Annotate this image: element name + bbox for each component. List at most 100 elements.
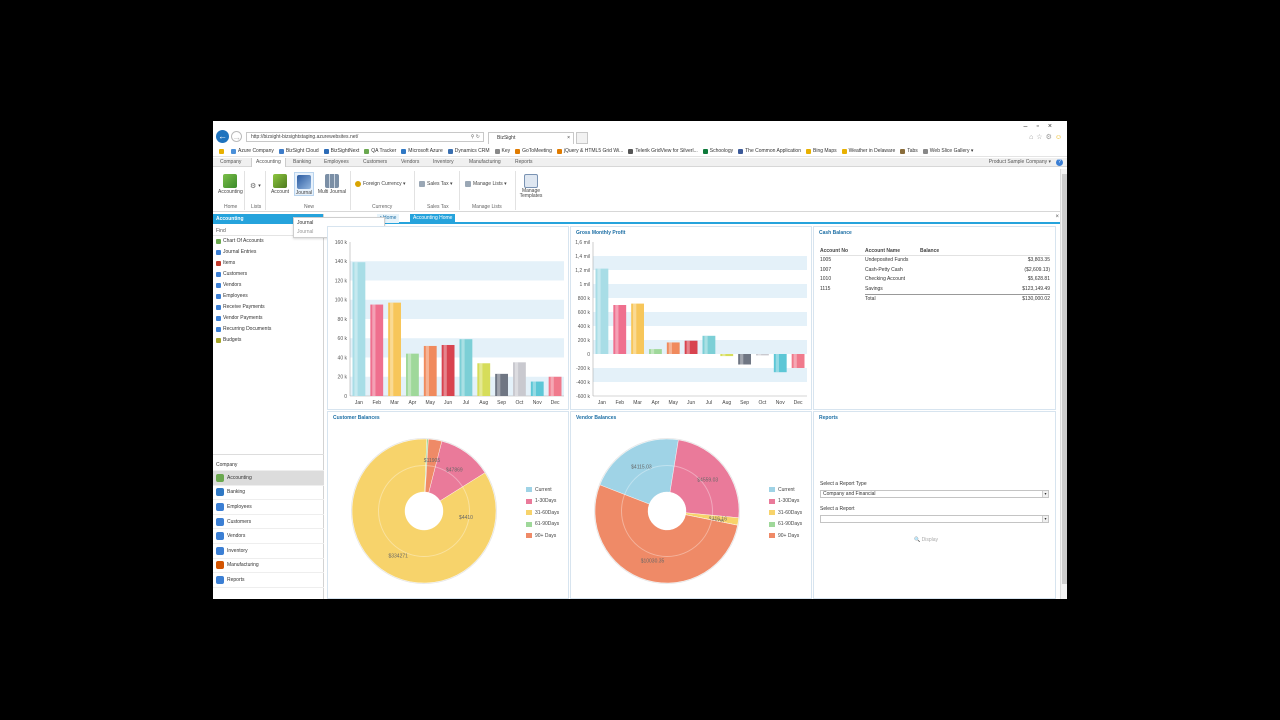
feedback-icon[interactable]: ☺ — [1054, 134, 1065, 141]
bar[interactable] — [477, 363, 491, 396]
tree-item-recurring-documents[interactable]: Recurring Documents — [213, 324, 323, 335]
favorite-link[interactable]: Weather in Delaware — [841, 148, 895, 154]
menu-banking[interactable]: Banking — [293, 159, 312, 165]
table-row[interactable]: 1010 Checking Account $5,628.81 — [820, 275, 1050, 285]
company-selector[interactable]: Product Sample Company ▾ — [988, 159, 1051, 165]
col-account-name[interactable]: Account Name — [865, 247, 920, 256]
bar-mar[interactable] — [388, 302, 402, 396]
forward-button[interactable]: → — [231, 131, 242, 142]
bar-may[interactable] — [666, 342, 680, 354]
favorite-link[interactable]: The Common Application — [738, 148, 801, 154]
bar[interactable] — [773, 354, 787, 373]
module-banking[interactable]: Banking — [213, 486, 324, 501]
favorite-link[interactable]: Tabs — [900, 148, 918, 154]
bar-sep[interactable] — [738, 354, 752, 365]
manage-templates-button[interactable]: Manage Templates — [517, 174, 545, 199]
bar-jul[interactable] — [702, 335, 716, 354]
report-type-select[interactable]: Company and Financial ▾ — [820, 490, 1049, 498]
favorite-link[interactable]: BizSightNext — [323, 148, 359, 154]
legend-item[interactable]: 61-90Days — [526, 519, 559, 531]
bar[interactable] — [738, 354, 752, 365]
col-balance[interactable]: Balance — [920, 247, 1050, 256]
bar[interactable] — [405, 353, 419, 396]
bar[interactable] — [388, 302, 402, 396]
back-button[interactable]: ← — [216, 130, 229, 143]
foreign-currency-dropdown[interactable]: Foreign Currency ▾ — [355, 181, 406, 187]
module-inventory[interactable]: Inventory — [213, 544, 324, 559]
legend-item[interactable]: Current — [769, 484, 802, 496]
bar[interactable] — [595, 268, 609, 354]
close-tab-icon[interactable]: × — [1055, 214, 1059, 220]
module-company[interactable]: Company — [213, 459, 324, 471]
module-manufacturing[interactable]: Manufacturing — [213, 559, 324, 574]
bar-nov[interactable] — [530, 381, 544, 396]
bar[interactable] — [548, 376, 562, 396]
table-row[interactable]: 1005 Undeposited Funds $3,803.35 — [820, 255, 1050, 265]
bar[interactable] — [352, 262, 366, 396]
bar[interactable] — [755, 354, 769, 356]
bar[interactable] — [530, 381, 544, 396]
close-tab-icon[interactable]: × — [567, 135, 570, 141]
legend-item[interactable]: 61-90Days — [769, 519, 802, 531]
module-reports[interactable]: Reports — [213, 573, 324, 588]
browser-toolbar-icons[interactable]: ⌂☆⚙☺ — [1029, 134, 1065, 141]
menu-inventory[interactable]: Inventory — [433, 159, 454, 165]
menu-customers[interactable]: Customers — [363, 159, 388, 165]
multi-journal-button[interactable]: Multi Journal — [316, 174, 348, 195]
legend-item[interactable]: 1-30Days — [769, 496, 802, 508]
sales-tax-dropdown[interactable]: Sales Tax ▾ — [419, 181, 453, 187]
chevron-down-icon[interactable]: ▾ — [1042, 491, 1048, 497]
module-employees[interactable]: Employees — [213, 500, 324, 515]
scrollbar-thumb[interactable] — [1062, 174, 1067, 584]
table-row[interactable]: 1115 Savings $123,149.49 — [820, 284, 1050, 294]
manage-lists-dropdown[interactable]: Manage Lists ▾ — [465, 181, 507, 187]
favorite-link[interactable]: BizSight Cloud — [278, 148, 319, 154]
chevron-down-icon[interactable]: ▾ — [1042, 516, 1048, 522]
favorite-link[interactable]: Microsoft Azure — [401, 148, 443, 154]
bar-oct[interactable] — [512, 362, 526, 396]
accounting-home-button[interactable]: Accounting — [218, 174, 243, 195]
vertical-scrollbar[interactable] — [1060, 169, 1067, 599]
bar-nov[interactable] — [773, 354, 787, 373]
legend-item[interactable]: 31-60Days — [526, 507, 559, 519]
tree-item-receive-payments[interactable]: Receive Payments — [213, 302, 323, 313]
bar-apr[interactable] — [648, 349, 662, 354]
bar-dec[interactable] — [548, 376, 562, 396]
tree-item-journal-entries[interactable]: Journal Entries — [213, 247, 323, 258]
legend-item[interactable]: 90+ Days — [526, 530, 559, 542]
favorite-link[interactable]: Bing Maps — [806, 148, 837, 154]
bar[interactable] — [459, 339, 473, 396]
favorite-link[interactable]: Telerik GridView for Silverl... — [628, 148, 698, 154]
module-accounting[interactable]: Accounting — [213, 471, 324, 486]
favorite-link[interactable]: Web Slice Gallery ▾ — [922, 148, 973, 154]
tree-item-vendor-payments[interactable]: Vendor Payments — [213, 313, 323, 324]
bar[interactable] — [702, 335, 716, 354]
bar-apr[interactable] — [405, 353, 419, 396]
legend-item[interactable]: 1-30Days — [526, 496, 559, 508]
bar[interactable] — [720, 354, 734, 357]
bar-jun[interactable] — [684, 340, 698, 354]
menu-vendors[interactable]: Vendors — [401, 159, 420, 165]
refresh-icon[interactable]: ⚲ ↻ — [470, 134, 480, 140]
bar-jul[interactable] — [459, 339, 473, 396]
bar-may[interactable] — [423, 345, 437, 396]
bar-feb[interactable] — [613, 305, 627, 354]
bar-jan[interactable] — [352, 262, 366, 396]
new-tab-button[interactable] — [576, 132, 588, 144]
display-button[interactable]: 🔍 Display — [914, 537, 939, 543]
favorite-link[interactable]: Dynamics CRM — [447, 148, 490, 154]
menu-reports[interactable]: Reports — [515, 159, 533, 165]
tree-item-chart-of-accounts[interactable]: Chart Of Accounts — [213, 236, 323, 247]
lists-dropdown[interactable]: ⚙ ▾ — [250, 183, 261, 190]
pie-slice-1-30days[interactable] — [669, 439, 740, 518]
new-journal-button[interactable]: Journal — [294, 172, 314, 196]
menu-accounting[interactable]: Accounting — [251, 158, 286, 167]
tree-item-vendors[interactable]: Vendors — [213, 280, 323, 291]
bar-mar[interactable] — [631, 303, 645, 354]
bar[interactable] — [666, 342, 680, 354]
bar-jun[interactable] — [441, 344, 455, 396]
tree-item-customers[interactable]: Customers — [213, 269, 323, 280]
popup-item-journal[interactable]: Journal — [297, 220, 314, 226]
favorite-link[interactable]: Key — [494, 148, 510, 154]
bar[interactable] — [791, 354, 805, 368]
